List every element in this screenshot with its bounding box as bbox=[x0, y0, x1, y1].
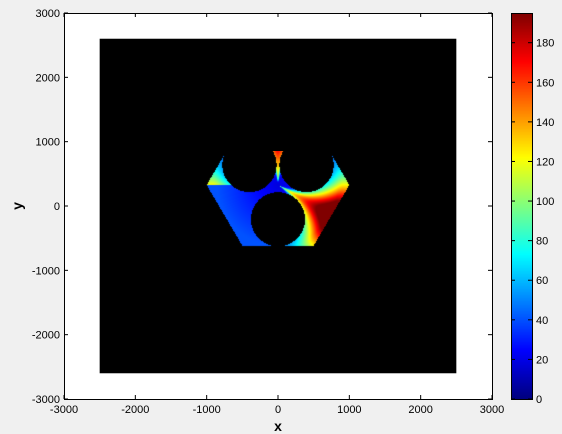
x-tick-label: -2000 bbox=[121, 404, 149, 416]
colorbar-tick-label: 0 bbox=[536, 394, 542, 406]
y-tick-label: -1000 bbox=[32, 265, 60, 277]
x-axis-ticks: -3000 -2000 -1000 0 1000 2000 3000 bbox=[50, 13, 504, 416]
y-tick-label: 0 bbox=[54, 201, 60, 213]
colorbar-tick-label: 40 bbox=[536, 315, 548, 327]
colorbar-tick-label: 60 bbox=[536, 275, 548, 287]
y-tick-label: -2000 bbox=[32, 330, 60, 342]
colorbar-tick-label: 120 bbox=[536, 156, 554, 168]
y-axis-label: y bbox=[9, 202, 25, 210]
x-tick-label: 3000 bbox=[480, 404, 504, 416]
x-tick-label: 0 bbox=[275, 404, 281, 416]
colorbar-tick-label: 20 bbox=[536, 354, 548, 366]
x-axis-label: x bbox=[274, 418, 282, 434]
x-tick-label: 2000 bbox=[408, 404, 432, 416]
x-tick-label: -1000 bbox=[193, 404, 221, 416]
colorbar-gradient bbox=[511, 13, 532, 399]
hexagon-heatmap bbox=[206, 151, 350, 261]
colorbar-tick-label: 100 bbox=[536, 196, 554, 208]
colorbar-tick-label: 80 bbox=[536, 236, 548, 248]
colorbar-ticks: 0 20 40 60 80 100 120 140 160 180 bbox=[511, 38, 554, 406]
y-axis-ticks: -3000 -2000 -1000 0 1000 2000 3000 bbox=[32, 8, 492, 406]
colorbar-tick-label: 160 bbox=[536, 77, 554, 89]
plot-frame bbox=[64, 13, 493, 400]
colorbar-tick-label: 180 bbox=[536, 38, 554, 50]
x-tick-label: 1000 bbox=[337, 404, 361, 416]
colorbar-tick-label: 140 bbox=[536, 117, 554, 129]
x-tick-label: -3000 bbox=[50, 404, 78, 416]
y-tick-label: 3000 bbox=[36, 8, 60, 20]
colorbar-frame bbox=[511, 13, 533, 400]
y-tick-label: 1000 bbox=[36, 137, 60, 149]
y-tick-label: 2000 bbox=[36, 72, 60, 84]
y-tick-label: -3000 bbox=[32, 394, 60, 406]
